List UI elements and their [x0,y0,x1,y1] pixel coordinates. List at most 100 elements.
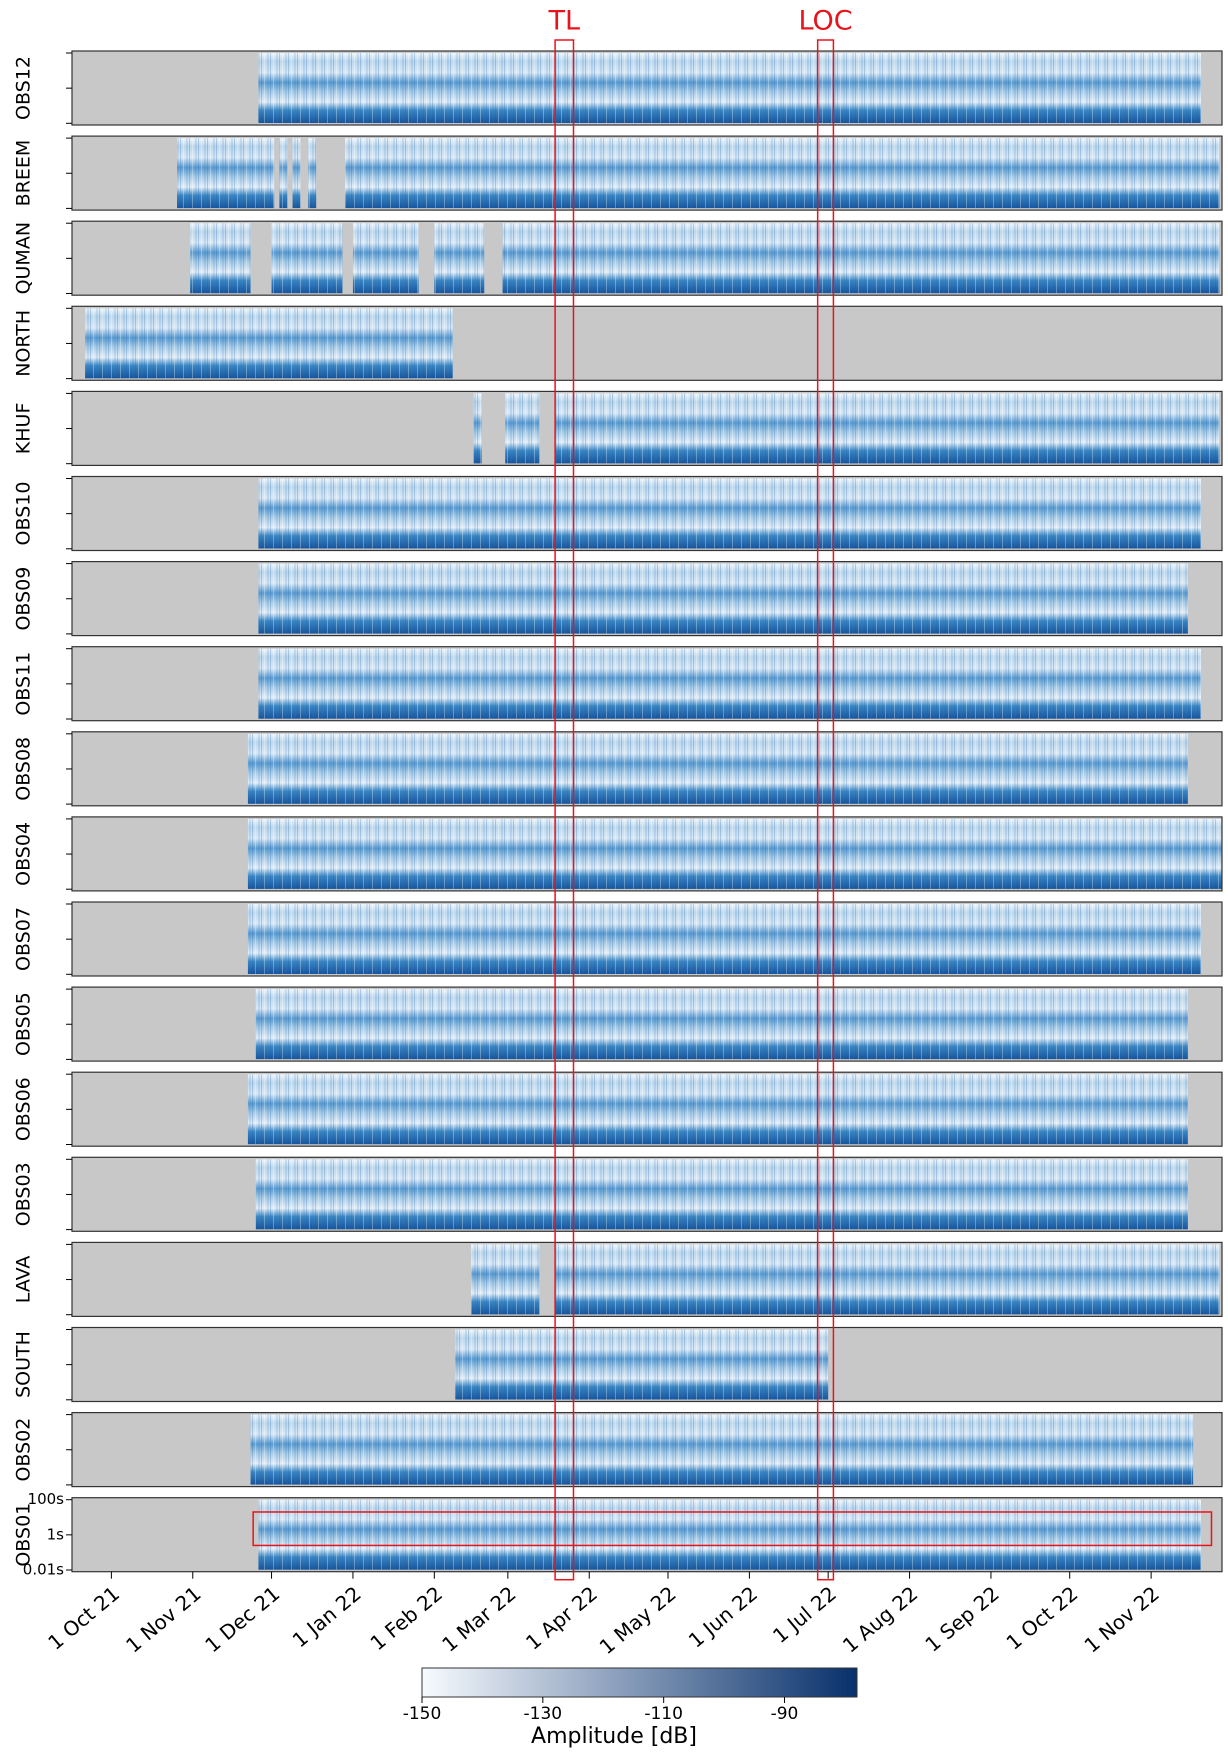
data-span [251,1415,1194,1485]
data-span [248,734,1188,804]
data-span [279,138,287,208]
x-tick-label: 1 May 22 [595,1581,681,1659]
spectrogram-texture [251,1415,1194,1485]
data-span [555,393,1219,463]
annotation-label: LOC [798,6,852,37]
spectrogram-texture [272,223,343,293]
x-tick-label: 1 Jun 22 [684,1581,762,1652]
data-span [455,1330,828,1400]
spectrogram-texture [345,138,1219,208]
data-span [190,223,250,293]
y-tick-label: 100s [28,1490,65,1508]
data-span [272,223,343,293]
spectrogram-texture [256,1159,1188,1229]
x-tick-label: 1 Oct 21 [43,1581,124,1654]
station-label: OBS10 [13,482,35,546]
station-label: OBS07 [13,907,35,971]
station-label: SOUTH [13,1331,35,1398]
spectrogram-texture [471,1244,539,1314]
spectrogram-texture [248,819,1222,889]
x-tick-label: 1 Oct 22 [1002,1581,1083,1654]
station-label: OBS03 [13,1162,35,1226]
colorbar-tick-label: -130 [524,1704,563,1724]
data-span [85,308,453,378]
data-span [503,223,1220,293]
spectrogram-texture [555,393,1219,463]
station-label: KHUF [13,403,35,455]
station-label: OBS06 [13,1077,35,1141]
spectrogram-texture [353,223,419,293]
data-span [248,1074,1188,1144]
data-span [345,138,1219,208]
spectrogram-texture [503,223,1220,293]
data-span [248,904,1201,974]
colorbar-label: Amplitude [dB] [531,1724,697,1749]
colorbar [422,1668,857,1697]
station-label: OBS02 [13,1418,35,1482]
spectrogram-texture [258,53,1201,123]
x-tick-label: 1 Jan 22 [288,1581,366,1652]
spectrogram-texture [258,649,1201,719]
data-span [293,138,301,208]
data-span [434,223,484,293]
data-span [258,479,1201,549]
data-span [505,393,539,463]
data-span [258,564,1187,634]
y-tick-label: 0.01s [23,1560,64,1578]
station-label: OBS05 [13,992,35,1056]
spectrogram-texture [248,734,1188,804]
spectrogram-texture [85,308,453,378]
colorbar-tick-label: -90 [771,1704,799,1724]
spectrogram-texture [555,1244,1219,1314]
colorbar-tick-label: -150 [403,1704,442,1724]
x-tick-label: 1 Sep 22 [920,1581,1003,1656]
x-tick-label: 1 Nov 21 [121,1581,205,1657]
x-tick-label: 1 Aug 22 [838,1581,922,1657]
spectrogram-texture [308,138,316,208]
station-label: OBS08 [13,737,35,801]
station-label: OBS11 [13,652,35,716]
data-span [258,53,1201,123]
data-span [474,393,482,463]
y-tick-label: 1s [47,1525,65,1543]
spectrogram-texture [248,1074,1188,1144]
spectrogram-texture [258,479,1201,549]
x-tick-label: 1 Mar 22 [437,1581,520,1656]
station-label: BREEM [13,140,35,207]
page: {"chart_data": { "type": "spectrogram", … [0,0,1228,1753]
x-tick-label: 1 Nov 22 [1080,1581,1164,1657]
colorbar-tick-label: -110 [644,1704,683,1724]
spectrogram-texture [293,138,301,208]
spectrogram-texture [434,223,484,293]
station-label: OBS04 [13,822,35,886]
x-tick-label: 1 Apr 22 [521,1581,602,1654]
x-tick-label: 1 Dec 21 [200,1581,284,1657]
data-span [555,1244,1219,1314]
spectrogram-texture [505,393,539,463]
spectrogram-texture [248,904,1201,974]
station-label: OBS01 [13,1503,35,1567]
data-span [308,138,316,208]
spectrogram-texture [455,1330,828,1400]
data-span [258,649,1201,719]
data-span [471,1244,539,1314]
data-span [353,223,419,293]
spectrogram-texture [177,138,274,208]
spectrogram-texture [258,564,1187,634]
data-span [248,819,1222,889]
data-span [256,989,1188,1059]
spectrogram-texture [279,138,287,208]
spectrogram-texture [190,223,250,293]
annotation-label: TL [548,6,581,37]
x-tick-label: 1 Jul 22 [768,1581,841,1648]
data-span [177,138,274,208]
data-span [258,1500,1201,1570]
chart: Amplitude [dB] OBS12BREEMQUMANNORTHKHUFO… [0,0,1228,1753]
spectrogram-texture [474,393,482,463]
station-label: OBS12 [13,56,35,120]
spectrogram-texture [256,989,1188,1059]
x-tick-label: 1 Feb 22 [366,1581,448,1655]
station-label: OBS09 [13,567,35,631]
spectrogram-texture [258,1500,1201,1570]
station-label: NORTH [13,310,35,377]
